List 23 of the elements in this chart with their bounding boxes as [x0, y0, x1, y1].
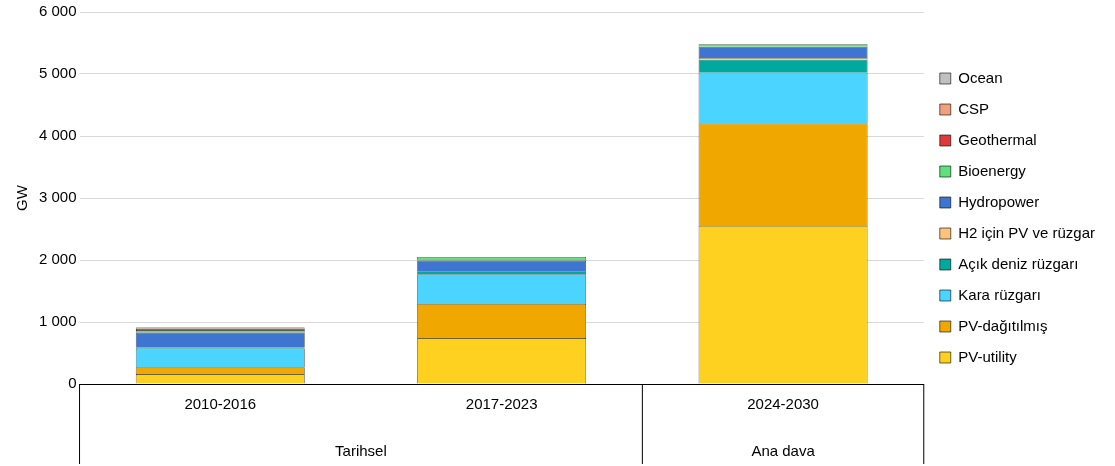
- y-axis-title: GW: [13, 184, 31, 211]
- legend-label: H2 için PV ve rüzgar: [958, 223, 1096, 241]
- text: Tarihsel: [335, 442, 387, 460]
- legend-label: Kara rüzgarı: [958, 285, 1041, 303]
- x-tick-label: 2024-2030: [747, 395, 819, 413]
- y-tick-label: 1 000: [38, 312, 77, 330]
- x-tick-label: 2017-2023: [465, 395, 538, 413]
- legend-label: Hydropower: [958, 192, 1040, 210]
- y-tick-label: 6 000: [38, 2, 77, 20]
- y-tick-label: 5 000: [38, 64, 77, 82]
- y-tick-label: 0: [68, 374, 77, 392]
- y-tick-label: 3 000: [38, 188, 77, 206]
- text: Ana dava: [751, 442, 816, 460]
- legend-label: Geothermal: [958, 130, 1037, 148]
- legend-label: CSP: [958, 99, 990, 117]
- x-tick-label: 2010-2016: [184, 395, 257, 413]
- legend-label: Açık deniz rüzgarı: [958, 254, 1079, 272]
- legend-label: PV-utility: [958, 347, 1018, 365]
- legend-label: Ocean: [958, 68, 1003, 86]
- y-tick-label: 4 000: [38, 126, 77, 144]
- legend-label: PV-dağıtılmış: [958, 316, 1048, 334]
- legend-label: Bioenergy: [958, 161, 1027, 179]
- y-tick-label: 2 000: [38, 250, 77, 268]
